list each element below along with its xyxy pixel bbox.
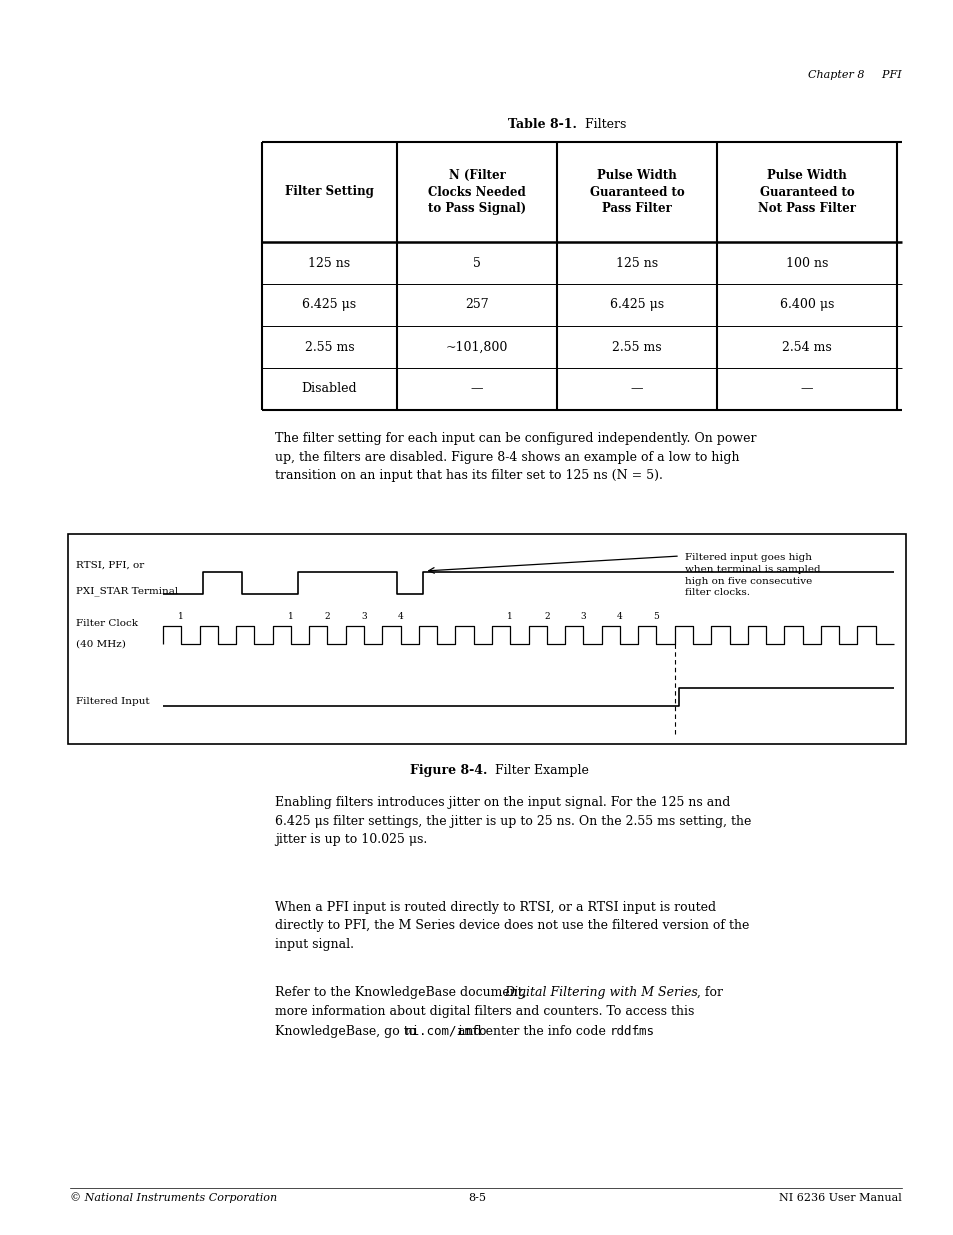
Text: Chapter 8     PFI: Chapter 8 PFI bbox=[807, 70, 901, 80]
Text: 1: 1 bbox=[507, 613, 513, 621]
Text: 3: 3 bbox=[361, 613, 367, 621]
Text: 6.425 μs: 6.425 μs bbox=[609, 299, 663, 311]
Text: © National Instruments Corporation: © National Instruments Corporation bbox=[70, 1192, 276, 1203]
Bar bbox=[68, 534, 905, 743]
Text: Filter Setting: Filter Setting bbox=[285, 185, 374, 199]
Text: 2: 2 bbox=[543, 613, 549, 621]
Text: Filter Example: Filter Example bbox=[486, 764, 588, 777]
Text: Refer to the KnowledgeBase document,: Refer to the KnowledgeBase document, bbox=[274, 986, 530, 999]
Text: 3: 3 bbox=[580, 613, 585, 621]
Text: PXI_STAR Terminal: PXI_STAR Terminal bbox=[76, 585, 178, 595]
Text: 5: 5 bbox=[653, 613, 659, 621]
Text: 4: 4 bbox=[397, 613, 403, 621]
Text: When a PFI input is routed directly to RTSI, or a RTSI input is routed
directly : When a PFI input is routed directly to R… bbox=[274, 902, 749, 951]
Text: —: — bbox=[470, 383, 483, 395]
Text: 1: 1 bbox=[178, 613, 184, 621]
Text: Disabled: Disabled bbox=[301, 383, 357, 395]
Text: Digital Filtering with M Series: Digital Filtering with M Series bbox=[504, 986, 698, 999]
Text: ~101,800: ~101,800 bbox=[445, 341, 508, 353]
Text: 8-5: 8-5 bbox=[468, 1193, 485, 1203]
Text: , for: , for bbox=[696, 986, 721, 999]
Text: Filtered Input: Filtered Input bbox=[76, 697, 150, 705]
Text: Filters: Filters bbox=[577, 119, 626, 131]
Text: .: . bbox=[636, 1025, 639, 1037]
Text: —: — bbox=[630, 383, 642, 395]
Text: N (Filter
Clocks Needed
to Pass Signal): N (Filter Clocks Needed to Pass Signal) bbox=[428, 169, 525, 215]
Text: and enter the info code: and enter the info code bbox=[454, 1025, 610, 1037]
Text: 2.55 ms: 2.55 ms bbox=[304, 341, 354, 353]
Text: 2.54 ms: 2.54 ms bbox=[781, 341, 831, 353]
Text: more information about digital filters and counters. To access this: more information about digital filters a… bbox=[274, 1005, 694, 1019]
Text: Pulse Width
Guaranteed to
Pass Filter: Pulse Width Guaranteed to Pass Filter bbox=[589, 169, 683, 215]
Text: rddfms: rddfms bbox=[609, 1025, 654, 1037]
Text: 4: 4 bbox=[617, 613, 622, 621]
Text: Filter Clock: Filter Clock bbox=[76, 619, 138, 629]
Text: 1: 1 bbox=[288, 613, 294, 621]
Text: 257: 257 bbox=[465, 299, 488, 311]
Text: —: — bbox=[800, 383, 812, 395]
Text: 125 ns: 125 ns bbox=[308, 257, 350, 269]
Text: Filtered input goes high
when terminal is sampled
high on five consecutive
filte: Filtered input goes high when terminal i… bbox=[684, 553, 820, 598]
Text: KnowledgeBase, go to: KnowledgeBase, go to bbox=[274, 1025, 420, 1037]
Text: 100 ns: 100 ns bbox=[785, 257, 827, 269]
Text: 125 ns: 125 ns bbox=[616, 257, 658, 269]
Text: 5: 5 bbox=[473, 257, 480, 269]
Text: Enabling filters introduces jitter on the input signal. For the 125 ns and
6.425: Enabling filters introduces jitter on th… bbox=[274, 797, 751, 846]
Text: Pulse Width
Guaranteed to
Not Pass Filter: Pulse Width Guaranteed to Not Pass Filte… bbox=[758, 169, 855, 215]
Text: RTSI, PFI, or: RTSI, PFI, or bbox=[76, 561, 144, 571]
Text: Figure 8-4.: Figure 8-4. bbox=[409, 764, 486, 777]
Text: 2.55 ms: 2.55 ms bbox=[612, 341, 661, 353]
Text: (40 MHz): (40 MHz) bbox=[76, 640, 126, 650]
Text: 6.400 μs: 6.400 μs bbox=[779, 299, 833, 311]
Text: ni.com/info: ni.com/info bbox=[405, 1025, 487, 1037]
Text: 6.425 μs: 6.425 μs bbox=[302, 299, 356, 311]
Text: NI 6236 User Manual: NI 6236 User Manual bbox=[779, 1193, 901, 1203]
Text: 2: 2 bbox=[324, 613, 330, 621]
Text: The filter setting for each input can be configured independently. On power
up, : The filter setting for each input can be… bbox=[274, 432, 756, 482]
Text: Table 8-1.: Table 8-1. bbox=[508, 119, 577, 131]
